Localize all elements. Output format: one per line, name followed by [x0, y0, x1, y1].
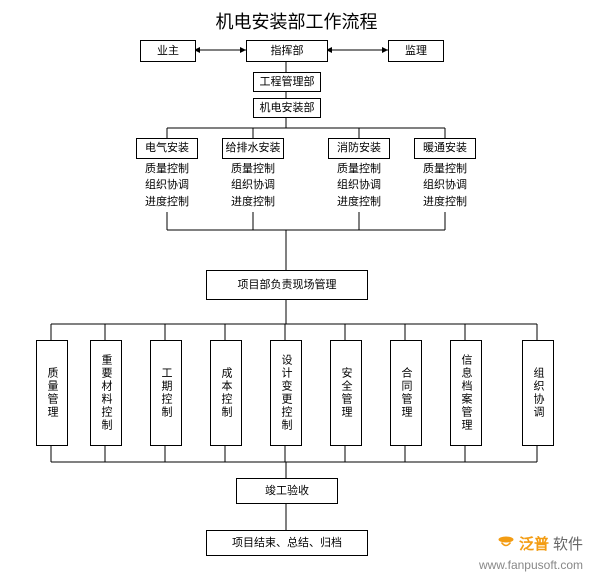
head-plumbing: 给排水安装 [222, 138, 284, 159]
logo-icon [497, 535, 515, 553]
node-acceptance: 竣工验收 [236, 478, 338, 504]
head-fire: 消防安装 [328, 138, 390, 159]
node-owner: 业主 [140, 40, 196, 62]
head-electrical: 电气安装 [136, 138, 198, 159]
logo-text-b: 软件 [553, 533, 583, 554]
node-site-mgmt: 项目部负责现场管理 [206, 270, 368, 300]
vnode-coord: 组织协调 [522, 340, 554, 446]
node-command: 指挥部 [246, 40, 328, 62]
line-coord: 组织协调 [328, 177, 390, 194]
line-sched: 进度控制 [414, 194, 476, 211]
vnode-contract: 合同管理 [390, 340, 422, 446]
node-mep-dept: 机电安装部 [253, 98, 321, 118]
line-coord: 组织协调 [136, 177, 198, 194]
line-qc: 质量控制 [136, 161, 198, 178]
line-coord: 组织协调 [414, 177, 476, 194]
vnode-quality: 质量管理 [36, 340, 68, 446]
vnode-schedule: 工期控制 [150, 340, 182, 446]
line-sched: 进度控制 [222, 194, 284, 211]
head-hvac: 暖通安装 [414, 138, 476, 159]
line-qc: 质量控制 [414, 161, 476, 178]
line-qc: 质量控制 [328, 161, 390, 178]
diagram-title: 机电安装部工作流程 [0, 8, 593, 34]
vnode-design-change: 设计变更控制 [270, 340, 302, 446]
line-sched: 进度控制 [328, 194, 390, 211]
node-supervisor: 监理 [388, 40, 444, 62]
vnode-archive: 信息档案管理 [450, 340, 482, 446]
logo-text-a: 泛普 [519, 533, 549, 554]
line-sched: 进度控制 [136, 194, 198, 211]
node-closure: 项目结束、总结、归档 [206, 530, 368, 556]
line-qc: 质量控制 [222, 161, 284, 178]
line-coord: 组织协调 [222, 177, 284, 194]
brand-logo: 泛普软件 [497, 533, 583, 554]
vnode-cost: 成本控制 [210, 340, 242, 446]
node-eng-mgmt: 工程管理部 [253, 72, 321, 92]
vnode-safety: 安全管理 [330, 340, 362, 446]
group-electrical: 电气安装 质量控制 组织协调 进度控制 [136, 138, 198, 210]
group-fire: 消防安装 质量控制 组织协调 进度控制 [328, 138, 390, 210]
group-plumbing: 给排水安装 质量控制 组织协调 进度控制 [222, 138, 284, 210]
group-hvac: 暖通安装 质量控制 组织协调 进度控制 [414, 138, 476, 210]
watermark-url: www.fanpusoft.com [479, 558, 583, 572]
vnode-material: 重要材料控制 [90, 340, 122, 446]
